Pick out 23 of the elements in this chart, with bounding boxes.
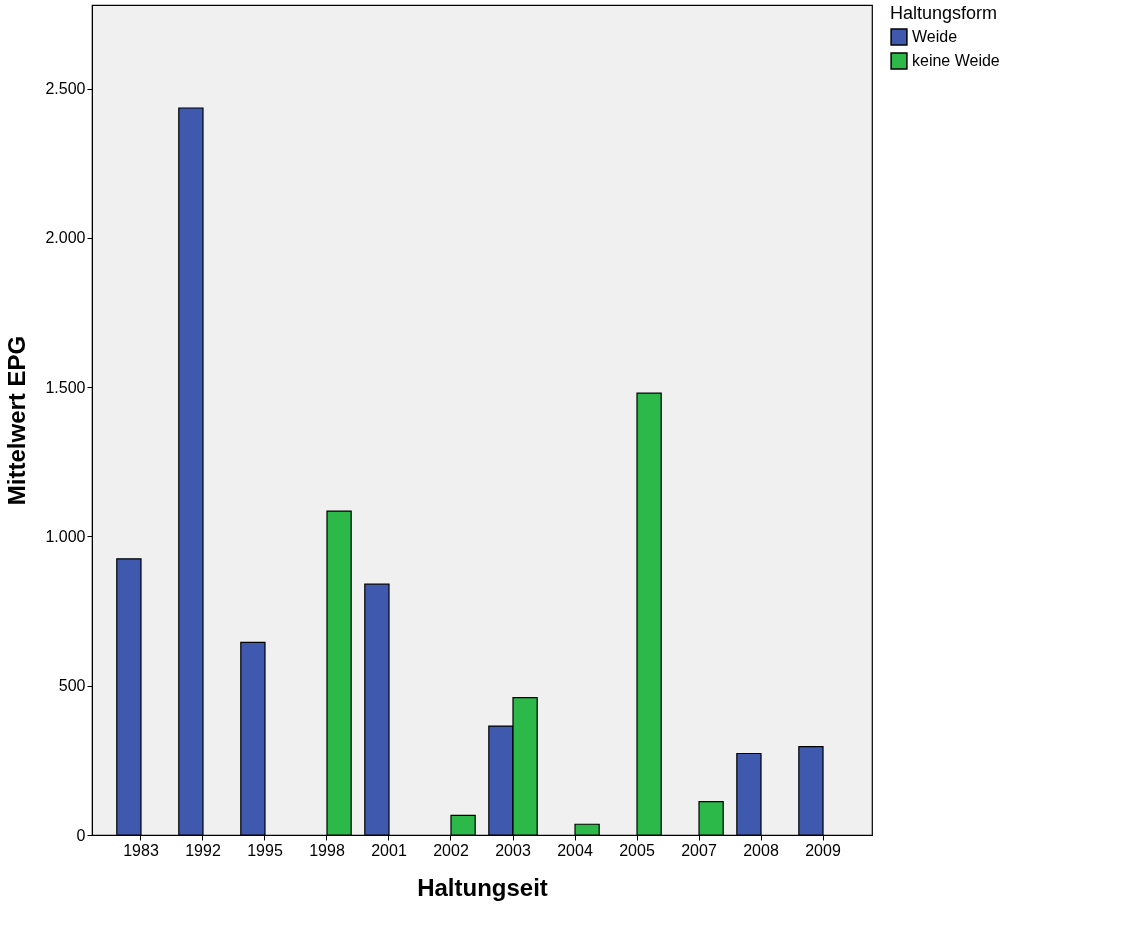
x-tick-label: 2002 <box>433 841 469 859</box>
x-tick-label: 2009 <box>805 841 841 859</box>
legend-title: Haltungsform <box>890 3 998 23</box>
y-tick-label: 2.500 <box>45 80 86 98</box>
y-tick-label: 1.000 <box>45 527 86 545</box>
x-tick-label: 1992 <box>185 841 221 859</box>
y-axis-title: Mittelwert EPG <box>3 335 31 506</box>
y-tick-label: 1.500 <box>45 378 86 396</box>
x-tick-label: 2007 <box>681 841 717 859</box>
y-tick-label: 0 <box>76 826 86 844</box>
x-tick-label: 1998 <box>309 841 345 859</box>
legend-label: keine Weide <box>912 52 1000 69</box>
x-tick-label: 1983 <box>123 841 159 859</box>
x-tick-label: 2004 <box>557 841 593 859</box>
x-axis-title: Haltungseit <box>417 873 548 901</box>
y-tick-label: 500 <box>58 677 86 695</box>
y-tick-label: 2.000 <box>45 229 86 247</box>
x-tick-label: 1995 <box>247 841 283 859</box>
x-tick-label: 2003 <box>495 841 531 859</box>
x-tick-label: 2008 <box>743 841 779 859</box>
legend-label: Weide <box>912 28 958 45</box>
x-tick-label: 2005 <box>619 841 655 859</box>
x-tick-label: 2001 <box>371 841 407 859</box>
